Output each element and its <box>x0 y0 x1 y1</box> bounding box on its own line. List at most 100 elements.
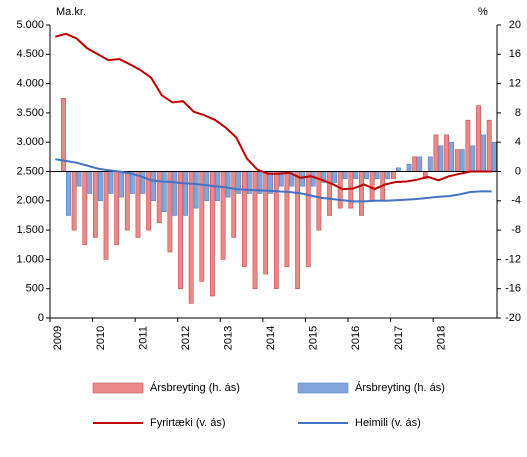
x-tick-label: 2017 <box>393 326 405 350</box>
x-tick-label: 2016 <box>350 326 362 350</box>
bar <box>140 171 146 194</box>
bar <box>491 141 497 172</box>
y-tick-label: 2.000 <box>16 195 44 207</box>
bar <box>193 171 199 209</box>
x-tick-label: 2018 <box>435 326 447 350</box>
bar <box>486 119 492 172</box>
bar <box>124 171 130 231</box>
y2-tick-label: 16 <box>509 48 521 60</box>
bar <box>412 156 418 172</box>
bar <box>284 171 290 268</box>
x-tick-label: 2013 <box>223 326 235 350</box>
y2-tick-label: 20 <box>509 19 521 31</box>
bar <box>353 171 359 180</box>
bar <box>151 171 157 202</box>
y-tick-label: 5.000 <box>16 19 44 31</box>
y-tick-label: 3.000 <box>16 136 44 148</box>
bar <box>427 156 433 172</box>
bar <box>390 171 396 180</box>
bar <box>135 171 141 238</box>
bar <box>348 171 354 209</box>
bar <box>199 171 205 282</box>
bar <box>263 171 269 275</box>
bar <box>210 171 215 297</box>
y-unit: Ma.kr. <box>56 6 86 18</box>
y-tick-label: 500 <box>26 283 44 295</box>
bar <box>481 134 486 172</box>
bar <box>76 171 82 187</box>
y2-tick-label: -8 <box>511 224 521 236</box>
y2-unit: % <box>478 6 488 18</box>
bar <box>342 171 348 180</box>
legend-swatch <box>297 382 349 394</box>
bar <box>225 171 231 198</box>
y-tick-label: 2.500 <box>16 165 44 177</box>
bar <box>273 171 279 289</box>
y-tick-label: 1.500 <box>16 224 44 236</box>
bar <box>114 171 120 246</box>
y-tick-label: 1.000 <box>16 253 44 265</box>
bar <box>231 171 237 238</box>
bar <box>327 171 332 216</box>
y2-tick-label: -20 <box>505 312 521 324</box>
bar <box>433 134 439 172</box>
bar <box>417 156 423 172</box>
bar <box>476 105 481 172</box>
bar <box>87 171 93 194</box>
y-tick-label: 0 <box>38 312 44 324</box>
y2-tick-label: 4 <box>515 136 521 148</box>
bar <box>337 171 343 209</box>
y-tick-label: 4.000 <box>16 78 44 90</box>
bar <box>470 145 476 172</box>
bar <box>438 145 444 172</box>
bar <box>300 171 306 187</box>
bar <box>454 149 460 172</box>
bar <box>188 171 194 304</box>
y2-tick-label: 0 <box>515 165 521 177</box>
legend-label: Ársbreyting (h. ás) <box>355 381 445 394</box>
bar <box>406 163 412 172</box>
bar <box>369 171 375 202</box>
bar <box>71 171 77 231</box>
bar <box>167 171 173 253</box>
y2-tick-label: -12 <box>505 253 521 265</box>
bar <box>332 171 337 183</box>
bar <box>444 134 450 172</box>
bar <box>119 171 125 198</box>
x-tick-label: 2011 <box>137 326 149 350</box>
bar <box>92 171 98 238</box>
legend-label: Fyrirtæki (v. ás) <box>150 417 226 429</box>
bar <box>103 171 109 260</box>
bar <box>364 171 369 180</box>
bar <box>359 171 364 216</box>
legend-swatch <box>92 382 144 394</box>
bar <box>172 171 178 216</box>
bar <box>241 171 247 268</box>
bar <box>66 171 71 216</box>
y-tick-label: 4.500 <box>16 48 44 60</box>
bar <box>459 149 465 172</box>
y2-tick-label: -4 <box>511 195 521 207</box>
legend-label: Heimili (v. ás) <box>355 417 421 429</box>
bar <box>156 171 162 224</box>
x-tick-label: 2010 <box>95 326 107 350</box>
x-tick-label: 2012 <box>180 326 192 350</box>
bar <box>449 141 455 172</box>
line <box>55 158 492 203</box>
bar <box>220 171 226 260</box>
bar <box>374 171 380 180</box>
bar <box>161 171 167 213</box>
y2-tick-label: 8 <box>515 107 521 119</box>
y2-tick-label: 12 <box>509 78 521 90</box>
bar <box>385 171 391 180</box>
bar <box>310 171 316 187</box>
bar <box>395 167 401 172</box>
bar <box>178 171 183 289</box>
bar <box>97 171 103 202</box>
line <box>55 32 492 191</box>
x-tick-label: 2014 <box>265 326 277 350</box>
x-tick-label: 2015 <box>308 326 320 350</box>
bar <box>465 119 471 172</box>
bar <box>305 171 311 268</box>
